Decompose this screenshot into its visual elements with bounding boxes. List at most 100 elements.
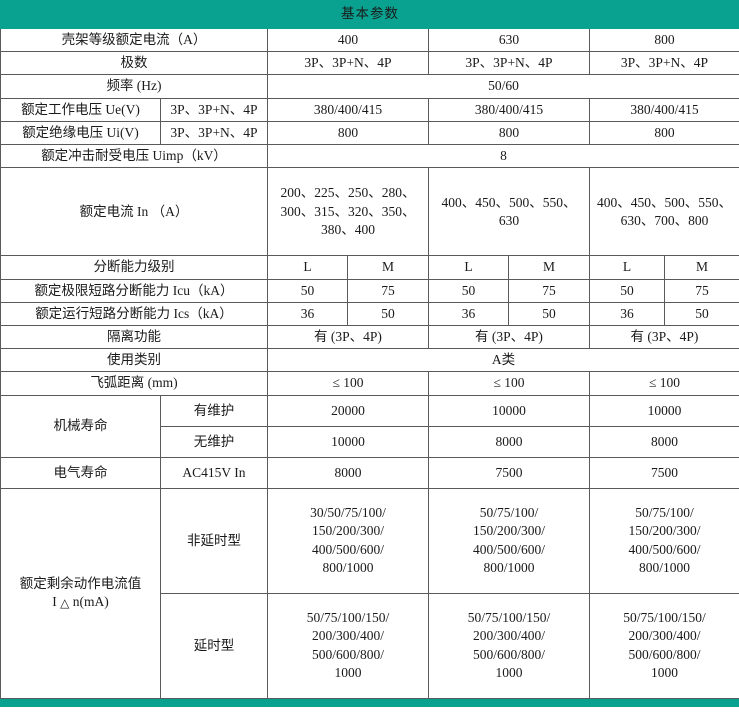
residual-current-delay-630: 50/75/100/150/ 200/300/400/ 500/600/800/… [428,592,590,699]
breaking-class-630-L: L [428,255,509,280]
rated-current-in-630: 400、450、500、550、630 [428,167,590,257]
rated-insulation-voltage-poles: 3P、3P+N、4P [160,120,268,146]
isolation-label: 隔离功能 [0,324,268,350]
arc-distance-label: 飞弧距离 (mm) [0,371,268,396]
mechanical-life-maintained-label: 有维护 [160,394,268,427]
residual-current-non-delay-400: 30/50/75/100/ 150/200/300/ 400/500/600/ … [267,487,429,594]
impulse-withstand-value: 8 [267,144,739,169]
breaking-class-800-M: M [664,255,739,280]
mechanical-life-unmaintained-630: 8000 [428,425,590,458]
rated-insulation-voltage-800: 800 [589,120,739,146]
frequency-value: 50/60 [267,74,739,99]
frame-current-value-400: 400 [267,27,429,53]
arc-distance-400: ≤ 100 [267,371,429,396]
ics-630-L: 36 [428,301,509,326]
ics-800-L: 36 [589,301,665,326]
row-rated-current-in: 额定电流 In （A） 200、225、250、280、300、315、320、… [0,167,739,257]
frequency-label: 频率 (Hz) [0,74,268,99]
row-residual-current-delay: 延时型 50/75/100/150/ 200/300/400/ 500/600/… [1,592,739,699]
row-ics: 额定运行短路分断能力 Ics（kA） 36 50 36 50 36 50 [0,301,739,326]
rated-insulation-voltage-label: 额定绝缘电压 Ui(V) [0,120,161,146]
row-residual-current-non-delay: 额定剩余动作电流值 I △ n(mA) 非延时型 30/50/75/100/ 1… [0,487,739,699]
ics-label: 额定运行短路分断能力 Ics（kA） [0,301,268,326]
residual-current-delay-800: 50/75/100/150/ 200/300/400/ 500/600/800/… [589,592,739,699]
residual-current-non-delay-800: 50/75/100/ 150/200/300/ 400/500/600/ 800… [589,487,739,594]
electrical-life-800: 7500 [589,456,739,489]
rated-working-voltage-label: 额定工作电压 Ue(V) [0,97,161,122]
icu-400-M: 75 [347,278,429,303]
poles-value-800: 3P、3P+N、4P [589,51,739,76]
residual-current-delay-label: 延时型 [160,592,268,699]
frame-current-value-800: 800 [589,27,739,53]
residual-current-label: 额定剩余动作电流值 I △ n(mA) [0,487,161,699]
rated-current-in-400: 200、225、250、280、300、315、320、350、380、400 [267,167,429,257]
rated-working-voltage-630: 380/400/415 [428,97,590,122]
poles-label: 极数 [0,51,268,76]
row-utilization-category: 使用类别 A类 [0,348,739,373]
icu-800-L: 50 [589,278,665,303]
electrical-life-condition: AC415V In [160,456,268,489]
row-arc-distance: 飞弧距离 (mm) ≤ 100 ≤ 100 ≤ 100 [0,371,739,396]
residual-current-label-line2: I △ n(mA) [52,594,109,610]
poles-value-400: 3P、3P+N、4P [267,51,429,76]
footer-accent-bar [0,697,739,707]
mechanical-life-label: 机械寿命 [0,394,161,458]
breaking-class-label: 分断能力级别 [0,255,268,280]
rated-working-voltage-800: 380/400/415 [589,97,739,122]
impulse-withstand-label: 额定冲击耐受电压 Uimp（kV） [0,144,268,169]
mechanical-life-maintained-400: 20000 [267,394,429,427]
mechanical-life-unmaintained-label: 无维护 [160,425,268,458]
rated-working-voltage-400: 380/400/415 [267,97,429,122]
row-rated-working-voltage: 额定工作电压 Ue(V) 3P、3P+N、4P 380/400/415 380/… [0,97,739,122]
row-impulse-withstand: 额定冲击耐受电压 Uimp（kV） 8 [0,144,739,169]
residual-current-non-delay-label: 非延时型 [160,487,268,594]
breaking-class-800-L: L [589,255,665,280]
icu-400-L: 50 [267,278,348,303]
rated-current-in-label: 额定电流 In （A） [0,167,268,257]
mechanical-life-maintained-800: 10000 [589,394,739,427]
electrical-life-label: 电气寿命 [0,456,161,489]
frame-current-value-630: 630 [428,27,590,53]
breaking-class-400-M: M [347,255,429,280]
rated-current-in-800: 400、450、500、550、630、700、800 [589,167,739,257]
row-icu: 额定极限短路分断能力 Icu（kA） 50 75 50 75 50 75 [0,278,739,303]
row-isolation: 隔离功能 有 (3P、4P) 有 (3P、4P) 有 (3P、4P) [0,324,739,350]
electrical-life-630: 7500 [428,456,590,489]
table-banner-row: 基本参数 [0,0,739,29]
row-mechanical-life-unmaintained: 无维护 10000 8000 8000 [1,425,739,458]
residual-current-delay-400: 50/75/100/150/ 200/300/400/ 500/600/800/… [267,592,429,699]
breaking-class-400-L: L [267,255,348,280]
isolation-800: 有 (3P、4P) [589,324,739,350]
rated-insulation-voltage-400: 800 [267,120,429,146]
banner-title: 基本参数 [0,0,739,29]
row-frequency: 频率 (Hz) 50/60 [0,74,739,99]
basic-parameters-table: 基本参数 壳架等级额定电流（A） 400 630 800 极数 3P、3P+N、… [0,0,739,707]
ics-630-M: 50 [508,301,590,326]
electrical-life-400: 8000 [267,456,429,489]
row-electrical-life: 电气寿命 AC415V In 8000 7500 7500 [0,456,739,489]
arc-distance-630: ≤ 100 [428,371,590,396]
icu-800-M: 75 [664,278,739,303]
row-breaking-class: 分断能力级别 L M L M L M [0,255,739,280]
rated-insulation-voltage-630: 800 [428,120,590,146]
icu-630-M: 75 [508,278,590,303]
breaking-class-630-M: M [508,255,590,280]
mechanical-life-maintained-630: 10000 [428,394,590,427]
frame-current-label: 壳架等级额定电流（A） [0,27,268,53]
row-rated-insulation-voltage: 额定绝缘电压 Ui(V) 3P、3P+N、4P 800 800 800 [0,120,739,146]
mechanical-life-unmaintained-800: 8000 [589,425,739,458]
ics-400-L: 36 [267,301,348,326]
utilization-category-value: A类 [267,348,739,373]
mechanical-life-unmaintained-400: 10000 [267,425,429,458]
utilization-category-label: 使用类别 [0,348,268,373]
rated-working-voltage-poles: 3P、3P+N、4P [160,97,268,122]
ics-800-M: 50 [664,301,739,326]
icu-630-L: 50 [428,278,509,303]
row-mechanical-life-maintained: 机械寿命 有维护 20000 10000 10000 [0,394,739,458]
row-frame-current: 壳架等级额定电流（A） 400 630 800 [0,27,739,53]
residual-current-non-delay-630: 50/75/100/ 150/200/300/ 400/500/600/ 800… [428,487,590,594]
isolation-630: 有 (3P、4P) [428,324,590,350]
residual-current-label-line1: 额定剩余动作电流值 [19,575,142,591]
ics-400-M: 50 [347,301,429,326]
arc-distance-800: ≤ 100 [589,371,739,396]
